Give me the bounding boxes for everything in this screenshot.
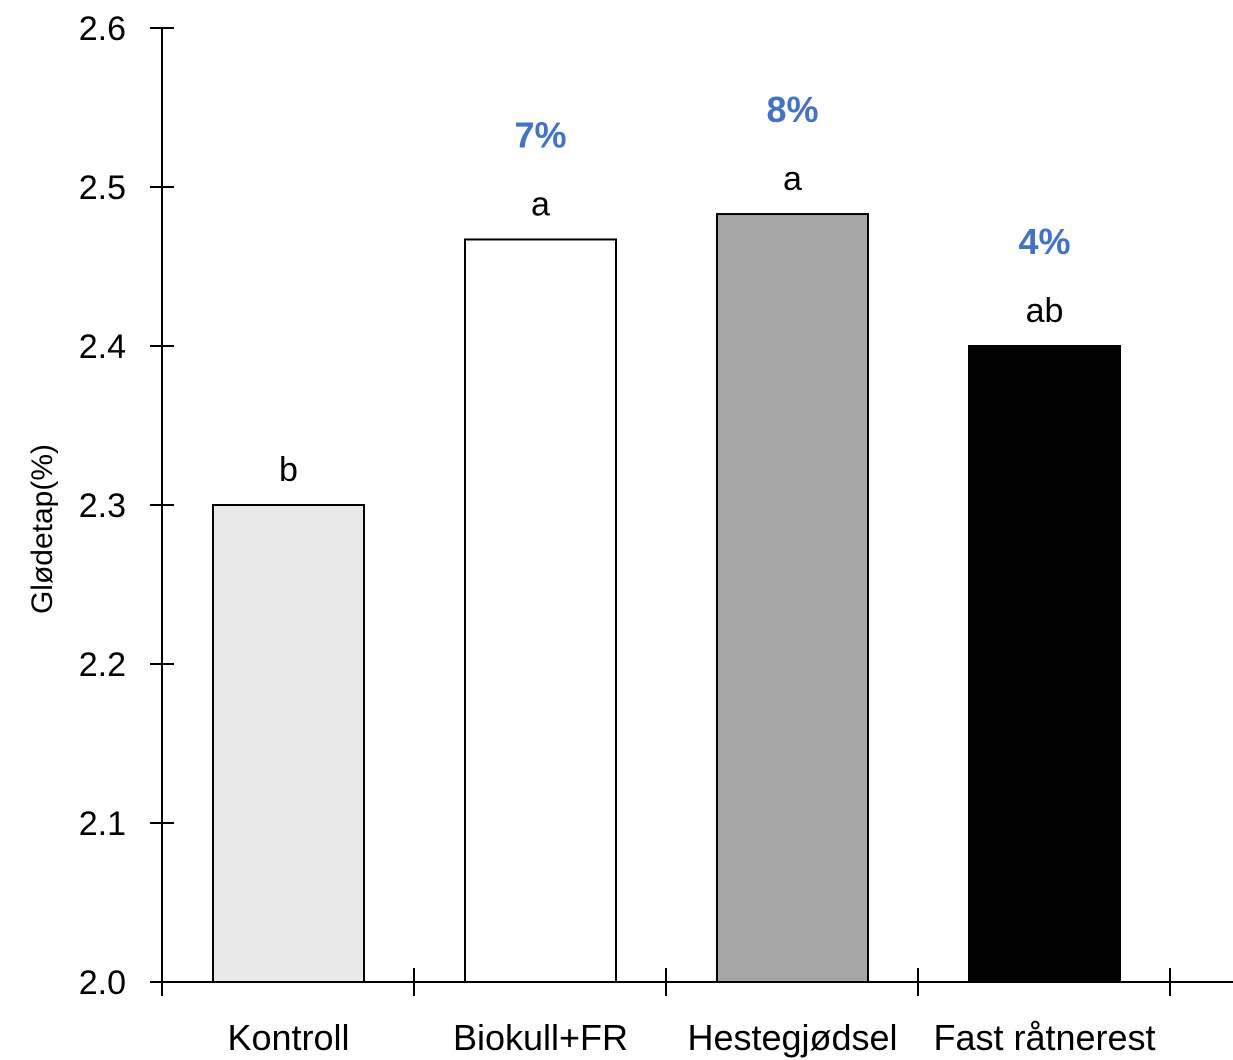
bar	[212, 504, 365, 983]
bar	[716, 213, 869, 983]
significance-letter: ab	[1026, 292, 1064, 330]
y-tick-label: 2.0	[79, 964, 126, 1002]
bar	[464, 238, 617, 984]
y-tick-label: 2.2	[79, 646, 126, 684]
significance-letter: a	[783, 160, 802, 198]
percent-increase-label: 8%	[766, 89, 818, 130]
significance-letter: a	[531, 185, 550, 223]
y-axis-title: Glødetap(%)	[26, 444, 59, 614]
y-tick-label: 2.4	[79, 328, 126, 366]
bar-labels: Kontroll b Biokull+FR a 7% Hestegjødsel a 8% Fas…	[227, 89, 1155, 1058]
percent-increase-label: 4%	[1018, 221, 1070, 262]
significance-letter: b	[279, 451, 298, 489]
y-tick-label: 2.5	[79, 169, 126, 207]
category-label: Fast råtnerest	[933, 1017, 1155, 1058]
category-label: Biokull+FR	[453, 1017, 628, 1058]
percent-increase-label: 7%	[514, 114, 566, 155]
y-tick-label: 2.3	[79, 487, 126, 525]
category-label: Hestegjødsel	[687, 1017, 897, 1058]
x-ticks	[161, 968, 1171, 996]
bars-layer	[212, 213, 1121, 984]
category-label: Kontroll	[227, 1017, 349, 1058]
y-ticks: 2.0 2.1 2.2 2.3 2.4 2.5 2.6	[79, 10, 174, 1002]
y-tick-label: 2.1	[79, 805, 126, 843]
y-tick-label: 2.6	[79, 10, 126, 48]
bar	[968, 345, 1121, 983]
